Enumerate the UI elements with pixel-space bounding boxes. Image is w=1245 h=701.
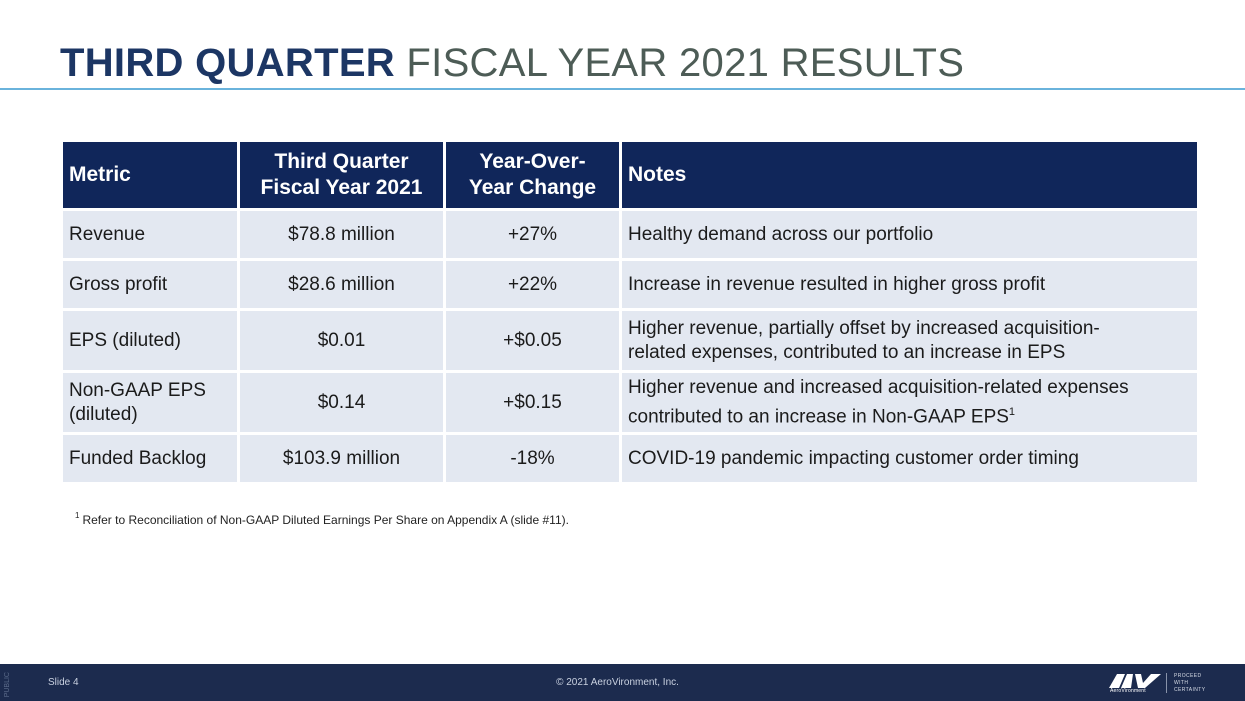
slide-title-bold: THIRD QUARTER — [60, 41, 395, 85]
row-note-line1: Higher revenue and increased acquisition… — [628, 376, 1129, 398]
row-value: $28.6 million — [240, 261, 443, 308]
row-metric-line2: (diluted) — [69, 403, 138, 425]
row-note: COVID-19 pandemic impacting customer ord… — [622, 435, 1197, 482]
results-table: Metric Third Quarter Fiscal Year 2021 Ye… — [60, 139, 1200, 485]
row-note: Higher revenue, partially offset by incr… — [622, 311, 1197, 370]
aerovironment-logo-icon — [1109, 674, 1161, 688]
slide-title: THIRD QUARTER FISCAL YEAR 2021 RESULTS — [60, 40, 964, 86]
row-metric: Gross profit — [63, 261, 237, 308]
footnote-marker: 1 — [1008, 405, 1016, 418]
header-quarter: Third Quarter Fiscal Year 2021 — [240, 142, 443, 208]
table-row: Revenue $78.8 million +27% Healthy deman… — [63, 211, 1197, 258]
title-divider — [0, 88, 1245, 90]
row-change: -18% — [446, 435, 619, 482]
row-note: Increase in revenue resulted in higher g… — [622, 261, 1197, 308]
footer-bar: PUBLIC Slide 4 © 2021 AeroVironment, Inc… — [0, 664, 1245, 701]
row-metric: Funded Backlog — [63, 435, 237, 482]
row-change: +$0.05 — [446, 311, 619, 370]
tagline-line: WITH — [1174, 680, 1189, 686]
logo-divider — [1166, 673, 1167, 693]
footnote: 1 Refer to Reconciliation of Non-GAAP Dil… — [75, 511, 569, 527]
row-value: $78.8 million — [240, 211, 443, 258]
row-change: +$0.15 — [446, 373, 619, 432]
row-value: $103.9 million — [240, 435, 443, 482]
logo-wordmark: AeroVironment — [1110, 688, 1146, 694]
slide-number: Slide 4 — [48, 677, 79, 688]
row-note-line1: Higher revenue, partially offset by incr… — [628, 317, 1100, 339]
tagline: PROCEED WITH CERTAINTY — [1174, 673, 1205, 694]
header-metric: Metric — [63, 142, 237, 208]
table-row: Gross profit $28.6 million +22% Increase… — [63, 261, 1197, 308]
table-header-row: Metric Third Quarter Fiscal Year 2021 Ye… — [63, 142, 1197, 208]
footnote-text: Refer to Reconciliation of Non-GAAP Dilu… — [82, 513, 569, 527]
header-change-line2: Year Change — [468, 176, 597, 199]
row-metric: Non-GAAP EPS (diluted) — [63, 373, 237, 432]
tagline-line: PROCEED — [1174, 673, 1202, 679]
table-row: Funded Backlog $103.9 million -18% COVID… — [63, 435, 1197, 482]
row-metric: Revenue — [63, 211, 237, 258]
slide-title-light: FISCAL YEAR 2021 RESULTS — [406, 41, 965, 85]
tagline-line: CERTAINTY — [1174, 687, 1206, 693]
header-quarter-line2: Fiscal Year 2021 — [260, 176, 423, 199]
row-change: +22% — [446, 261, 619, 308]
row-metric-line1: Non-GAAP EPS — [69, 379, 206, 401]
header-change-line1: Year-Over- — [479, 150, 586, 173]
header-notes: Notes — [622, 142, 1197, 208]
row-note: Higher revenue and increased acquisition… — [622, 373, 1197, 432]
row-metric: EPS (diluted) — [63, 311, 237, 370]
row-value: $0.01 — [240, 311, 443, 370]
row-note-line2: related expenses, contributed to an incr… — [628, 341, 1066, 363]
row-value: $0.14 — [240, 373, 443, 432]
row-note-line2: contributed to an increase in Non-GAAP E… — [628, 406, 1009, 428]
copyright: © 2021 AeroVironment, Inc. — [556, 677, 679, 688]
row-change: +27% — [446, 211, 619, 258]
footnote-number: 1 — [75, 511, 80, 520]
header-quarter-line1: Third Quarter — [274, 150, 409, 173]
header-change: Year-Over- Year Change — [446, 142, 619, 208]
table-row: Non-GAAP EPS (diluted) $0.14 +$0.15 High… — [63, 373, 1197, 432]
row-note: Healthy demand across our portfolio — [622, 211, 1197, 258]
table-row: EPS (diluted) $0.01 +$0.05 Higher revenu… — [63, 311, 1197, 370]
